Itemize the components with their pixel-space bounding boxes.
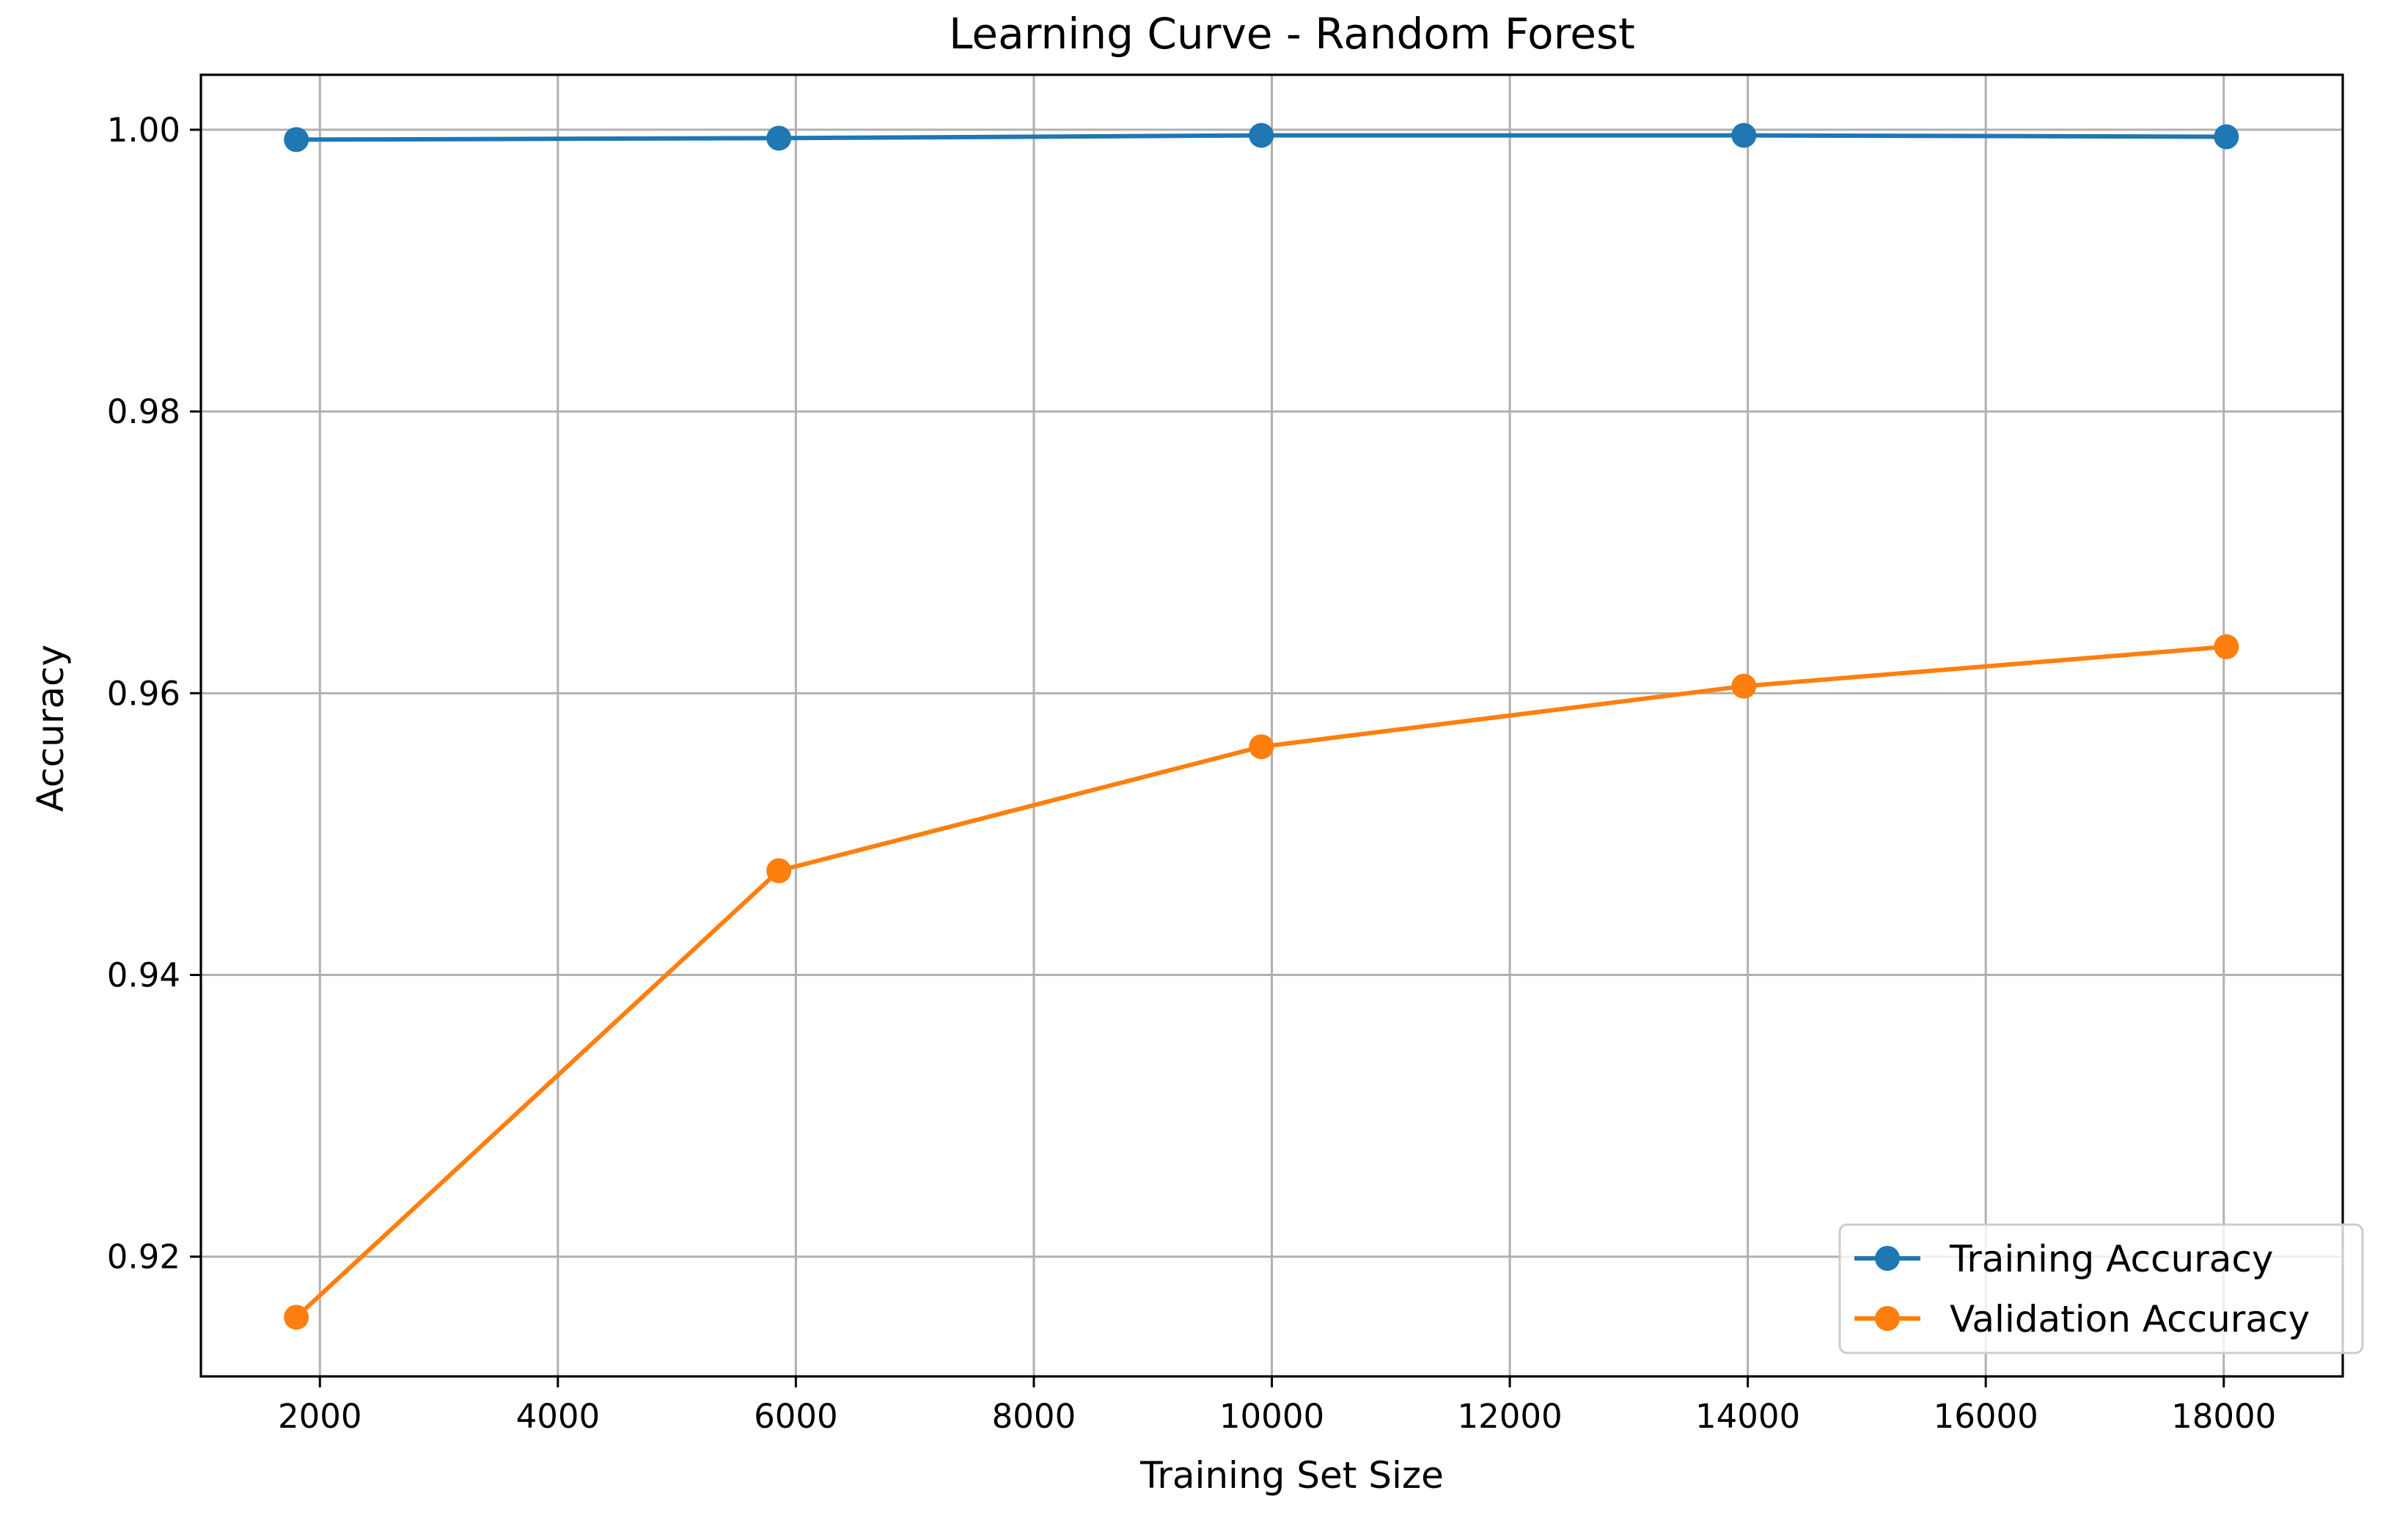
chart-title: Learning Curve - Random Forest — [949, 9, 1635, 59]
legend-marker-swatch — [1875, 1246, 1900, 1271]
data-point — [284, 127, 309, 153]
x-tick-label: 8000 — [992, 1397, 1076, 1436]
y-tick-label: 1.00 — [107, 111, 180, 150]
y-axis-label: Accuracy — [29, 645, 72, 812]
y-tick-label: 0.98 — [107, 392, 180, 431]
data-point — [766, 125, 792, 151]
axis-ticks: 2000 4000 6000 8000 10000 12000 14000 16000 1800… — [107, 111, 2277, 1436]
y-tick-label: 0.94 — [107, 956, 180, 995]
x-axis-label: Training Set Size — [1139, 1454, 1444, 1497]
data-point — [2214, 124, 2239, 150]
legend-entries: Training Accuracy Validation Accuracy — [1854, 1238, 2310, 1340]
legend-marker-swatch — [1875, 1306, 1900, 1331]
x-tick-label: 12000 — [1457, 1397, 1562, 1436]
series-validation-accuracy — [284, 634, 2239, 1330]
data-point — [1249, 122, 1274, 148]
series-training-accuracy — [284, 122, 2239, 153]
data-point — [1731, 673, 1757, 699]
legend-label: Validation Accuracy — [1950, 1298, 2310, 1340]
data-point — [284, 1305, 309, 1330]
x-tick-label: 14000 — [1695, 1397, 1800, 1436]
x-tick-label: 16000 — [1934, 1397, 2038, 1436]
legend-entry: Validation Accuracy — [1854, 1298, 2310, 1340]
x-tick-label: 4000 — [516, 1397, 601, 1436]
x-tick-label: 6000 — [754, 1397, 838, 1436]
legend: Training Accuracy Validation Accuracy — [1838, 1223, 2364, 1354]
x-tick-label: 10000 — [1219, 1397, 1324, 1436]
legend-label: Training Accuracy — [1949, 1238, 2273, 1280]
data-point — [1249, 734, 1274, 760]
y-tick-label: 0.96 — [107, 674, 180, 713]
data-point — [1731, 122, 1757, 148]
y-tick-label: 0.92 — [107, 1238, 180, 1277]
data-point — [2214, 634, 2239, 659]
legend-entry: Training Accuracy — [1854, 1238, 2273, 1280]
data-series — [284, 122, 2239, 1330]
data-point — [766, 858, 792, 884]
x-tick-label: 18000 — [2171, 1397, 2276, 1436]
legend-box — [1838, 1223, 2364, 1354]
x-tick-label: 2000 — [278, 1397, 362, 1436]
